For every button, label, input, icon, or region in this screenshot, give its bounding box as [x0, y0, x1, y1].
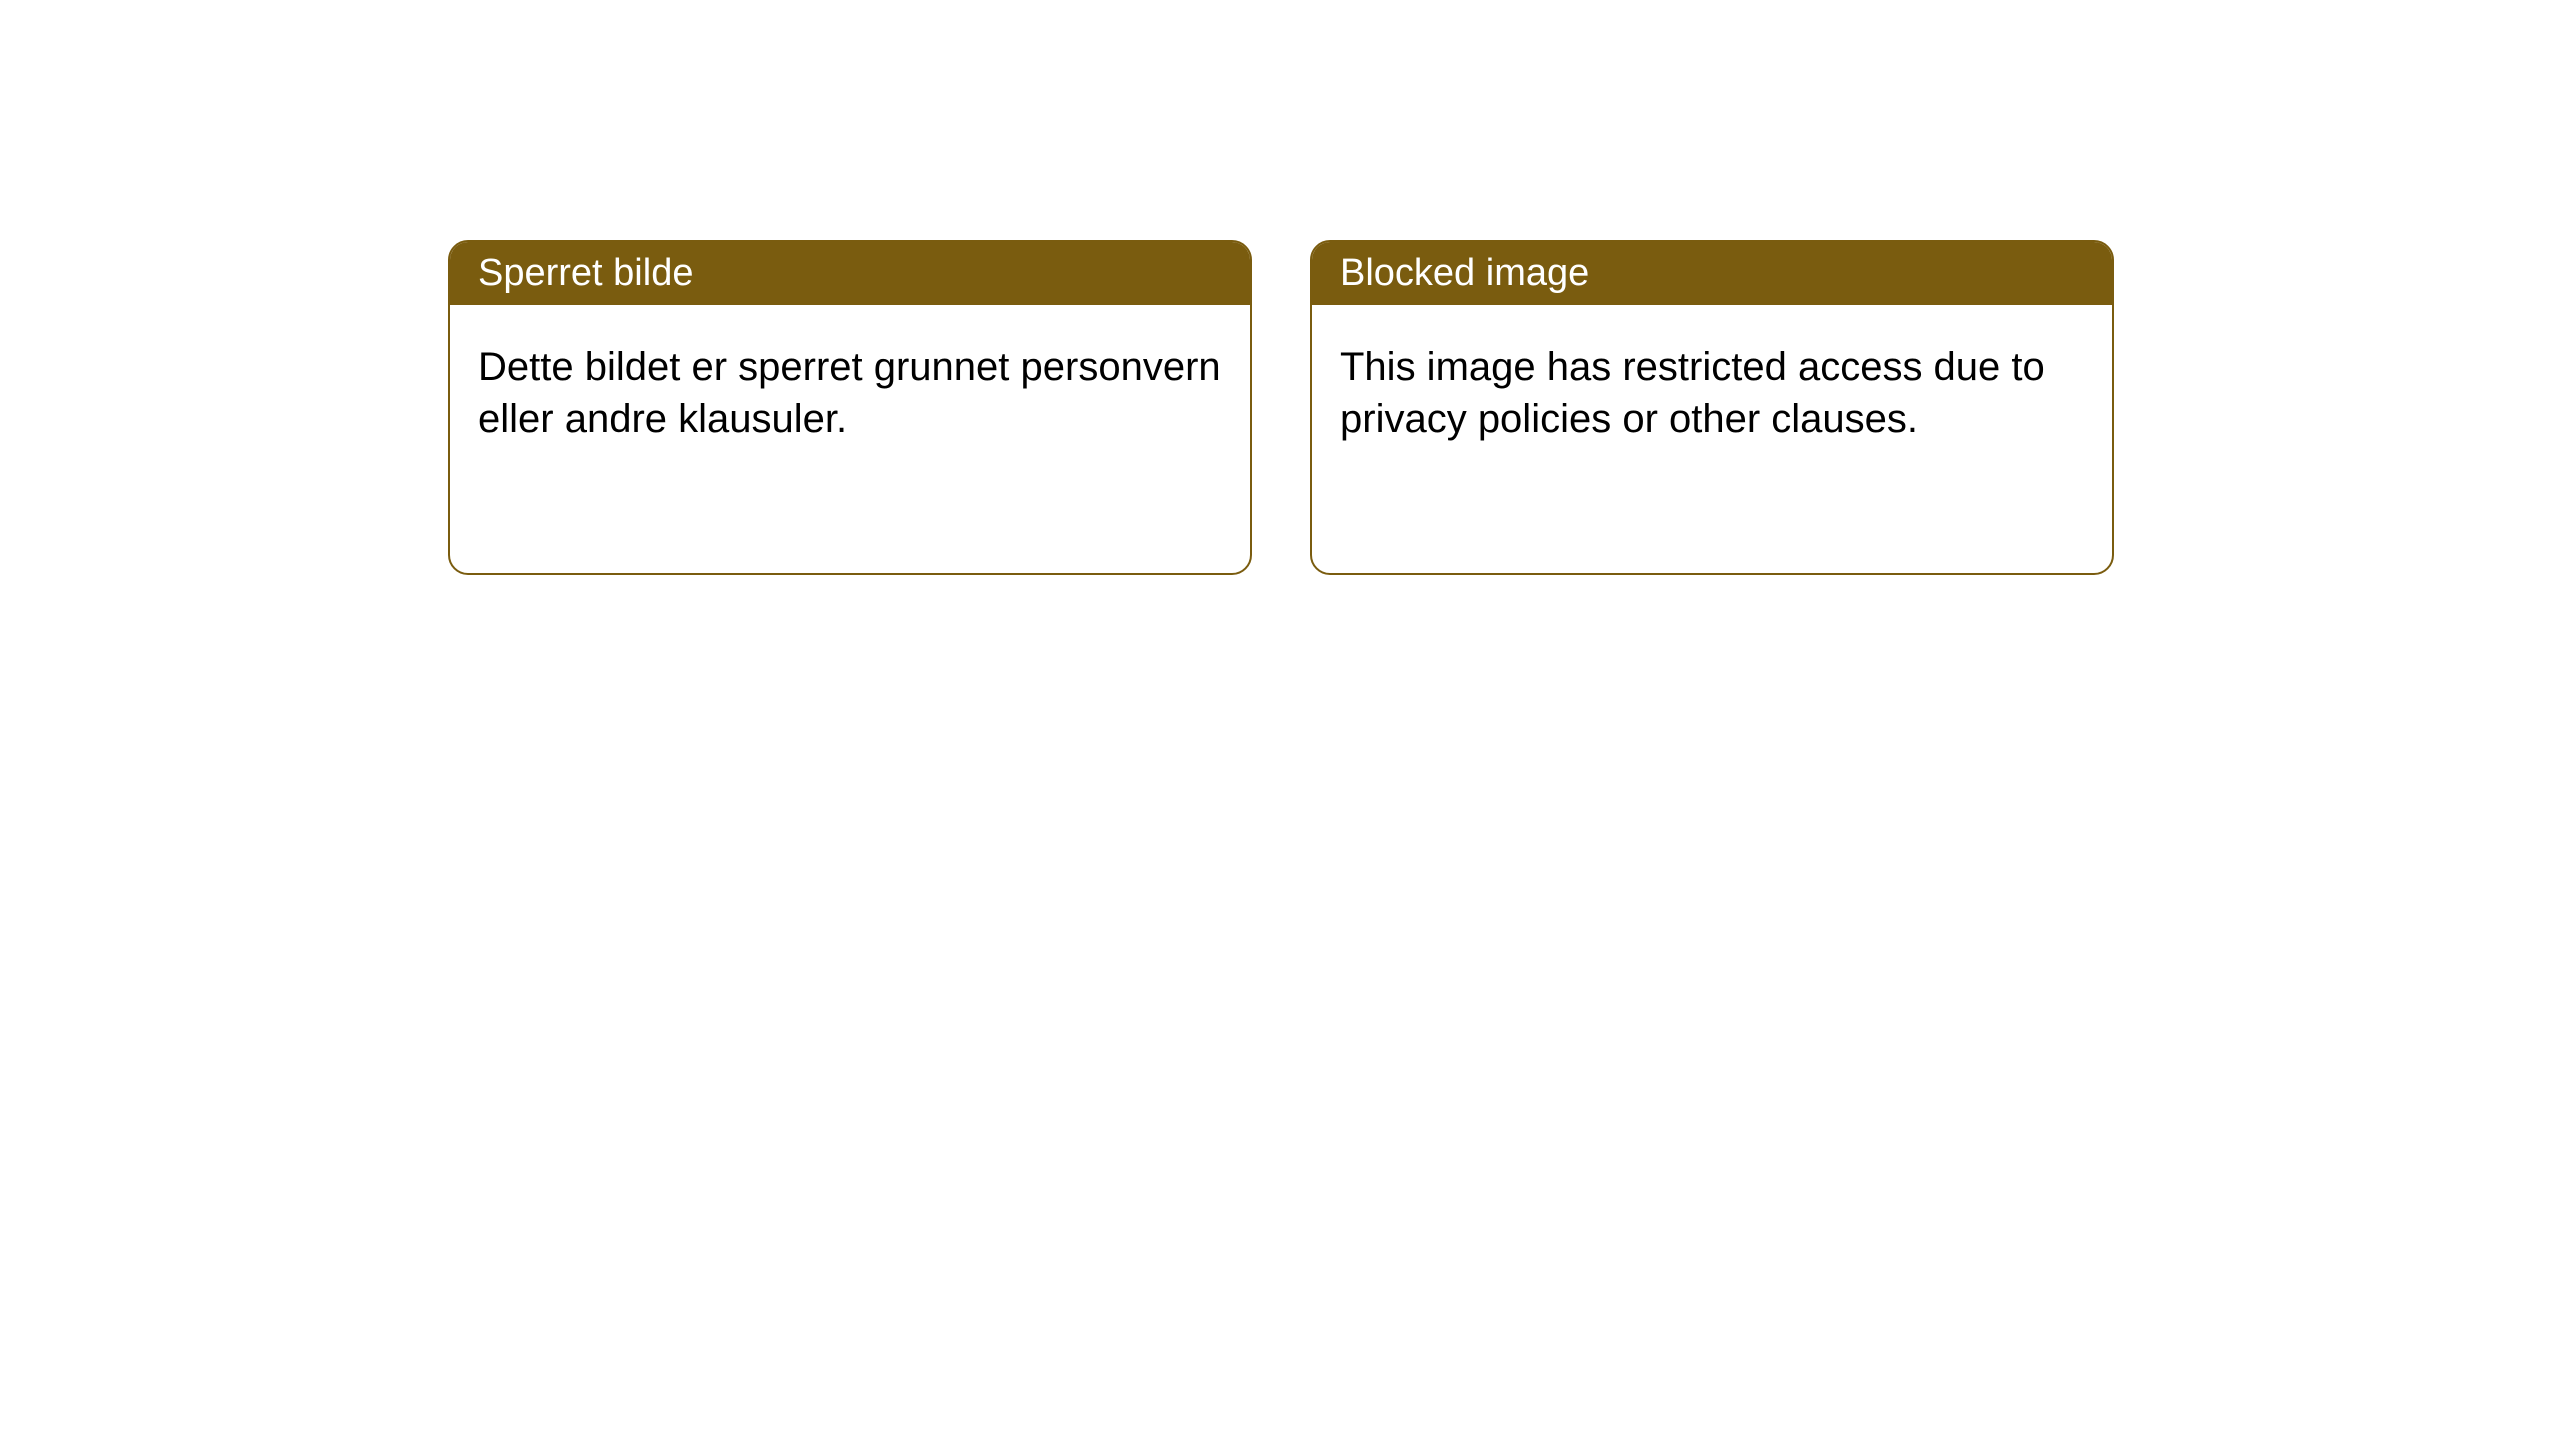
card-header: Blocked image [1312, 242, 2112, 305]
card-title: Blocked image [1340, 252, 1589, 294]
card-header: Sperret bilde [450, 242, 1250, 305]
notice-card-english: Blocked image This image has restricted … [1310, 240, 2114, 575]
card-body: Dette bildet er sperret grunnet personve… [450, 305, 1250, 481]
notice-card-norwegian: Sperret bilde Dette bildet er sperret gr… [448, 240, 1252, 575]
card-title: Sperret bilde [478, 252, 693, 294]
notice-cards-container: Sperret bilde Dette bildet er sperret gr… [0, 0, 2560, 575]
card-body-text: This image has restricted access due to … [1340, 345, 2045, 441]
card-body: This image has restricted access due to … [1312, 305, 2112, 481]
card-body-text: Dette bildet er sperret grunnet personve… [478, 345, 1221, 441]
